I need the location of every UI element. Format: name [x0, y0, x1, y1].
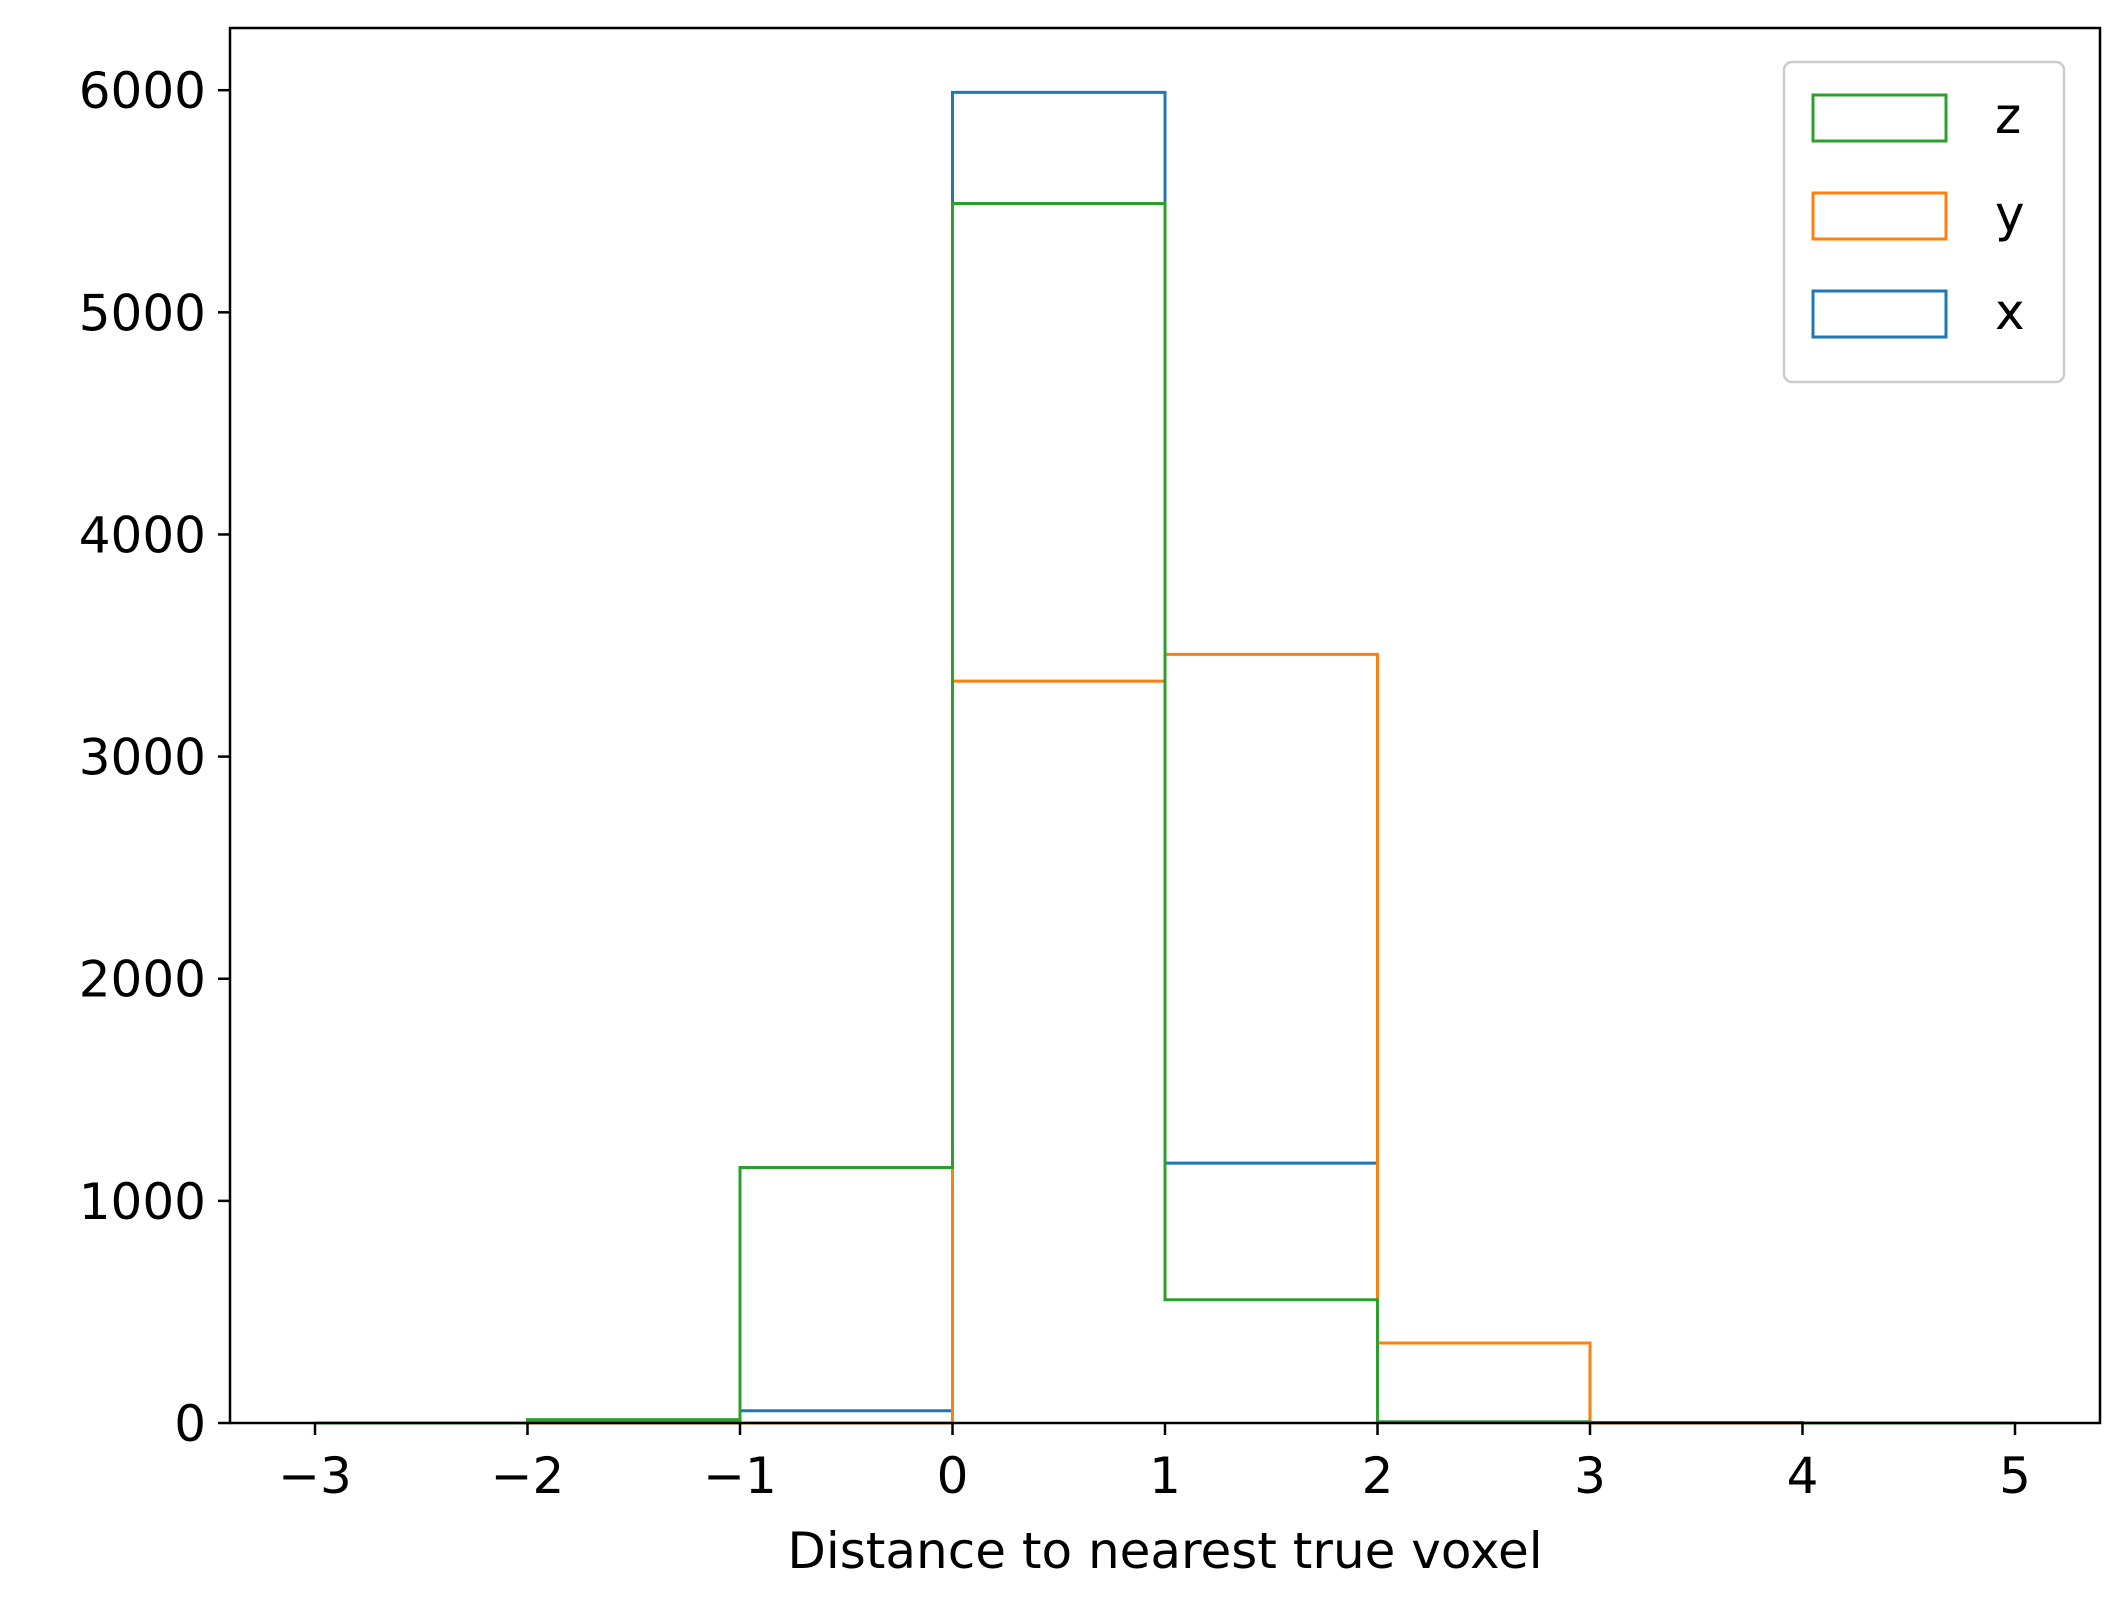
- legend-swatch-z: [1811, 93, 1948, 143]
- x-axis: −3 −2 −1 0 1 2 3 4 5: [278, 1423, 2031, 1505]
- x-tick-label: 2: [1362, 1447, 1394, 1505]
- x-tick-label: 4: [1787, 1447, 1819, 1505]
- y-tick-label: 4000: [79, 506, 206, 564]
- legend-swatch-x: [1811, 289, 1948, 339]
- y-axis: 0 1000 2000 3000 4000 5000 6000: [79, 62, 230, 1453]
- x-tick-label: −3: [278, 1447, 352, 1505]
- y-tick-label: 5000: [79, 284, 206, 342]
- y-tick-label: 3000: [79, 729, 206, 787]
- legend: zyx: [1782, 60, 2066, 384]
- x-tick-label: −1: [703, 1447, 777, 1505]
- legend-label-z: z: [1995, 87, 2021, 145]
- x-tick-label: 5: [1999, 1447, 2031, 1505]
- x-axis-label: Distance to nearest true voxel: [787, 1522, 1542, 1580]
- legend-swatch-y: [1811, 191, 1948, 241]
- y-tick-label: 6000: [79, 62, 206, 120]
- y-tick-label: 2000: [79, 951, 206, 1009]
- x-tick-label: 3: [1574, 1447, 1606, 1505]
- legend-label-x: x: [1995, 283, 2025, 341]
- y-tick-label: 0: [174, 1395, 206, 1453]
- y-tick-label: 1000: [79, 1173, 206, 1231]
- x-tick-label: 1: [1149, 1447, 1181, 1505]
- legend-label-y: y: [1995, 185, 2025, 243]
- x-tick-label: −2: [491, 1447, 565, 1505]
- x-tick-label: 0: [937, 1447, 969, 1505]
